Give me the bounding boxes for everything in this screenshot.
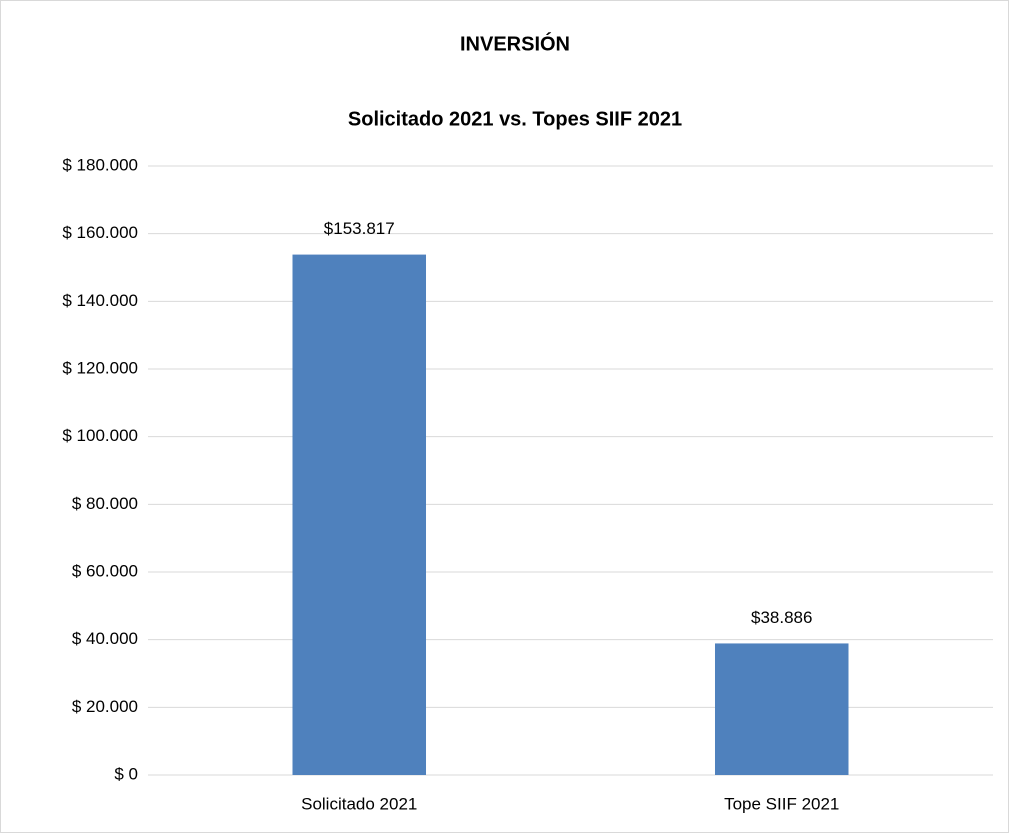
y-tick-label: $ 120.000 xyxy=(62,358,138,377)
bar xyxy=(714,643,849,775)
x-tick-label: Solicitado 2021 xyxy=(301,794,417,813)
y-tick-label: $ 60.000 xyxy=(72,561,138,580)
y-tick-label: $ 180.000 xyxy=(62,155,138,174)
x-tick-label: Tope SIIF 2021 xyxy=(724,794,839,813)
data-label: $38.886 xyxy=(751,608,812,627)
y-tick-label: $ 20.000 xyxy=(72,697,138,716)
y-tick-label: $ 80.000 xyxy=(72,494,138,513)
y-tick-label: $ 140.000 xyxy=(62,291,138,310)
y-tick-label: $ 40.000 xyxy=(72,629,138,648)
y-tick-label: $ 0 xyxy=(114,764,138,783)
y-tick-label: $ 100.000 xyxy=(62,426,138,445)
y-tick-label: $ 160.000 xyxy=(62,223,138,242)
data-label: $153.817 xyxy=(324,219,395,238)
bar xyxy=(292,254,427,775)
chart-title: INVERSIÓN xyxy=(460,31,570,55)
chart-subtitle: Solicitado 2021 vs. Topes SIIF 2021 xyxy=(348,108,682,130)
